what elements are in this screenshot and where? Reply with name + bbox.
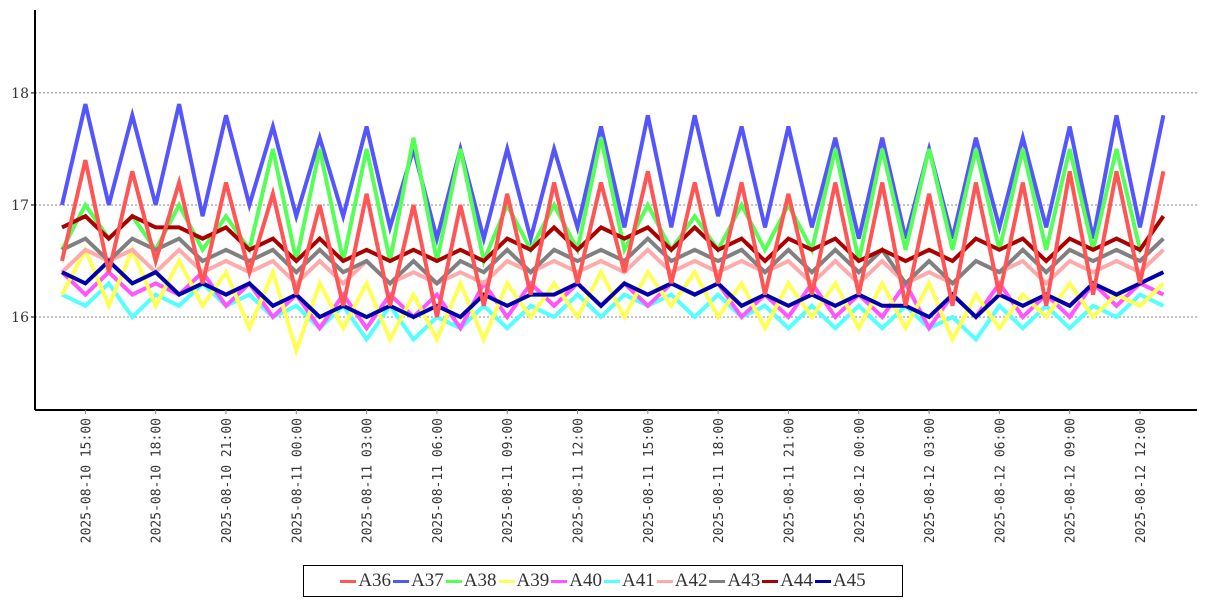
legend-swatch <box>762 579 779 583</box>
legend-item-a45: A45 <box>814 570 866 592</box>
legend-item-a38: A38 <box>445 570 497 592</box>
x-tick-label: 2025-08-12 06:00 <box>993 418 1008 543</box>
series-line-a41 <box>61 280 1165 343</box>
x-tick-label: 2025-08-11 06:00 <box>431 418 446 543</box>
legend-swatch <box>393 579 410 583</box>
legend-label: A44 <box>780 570 813 591</box>
x-tick-label: 2025-08-11 00:00 <box>290 418 305 543</box>
legend-label: A40 <box>569 570 602 591</box>
x-tick-label: 2025-08-11 21:00 <box>782 418 797 543</box>
legend-swatch <box>498 579 515 583</box>
y-tick-label: 18 <box>11 86 29 102</box>
x-tick-label: 2025-08-12 03:00 <box>923 418 938 543</box>
legend-item-a36: A36 <box>340 570 391 592</box>
legend-swatch <box>656 579 673 583</box>
y-tick-label: 16 <box>11 310 29 326</box>
legend-swatch <box>709 579 726 583</box>
x-tick-label: 2025-08-12 09:00 <box>1064 418 1079 543</box>
legend-item-a40: A40 <box>551 570 602 592</box>
legend-label: A41 <box>622 570 655 591</box>
legend-label: A45 <box>832 570 866 591</box>
legend-swatch <box>551 579 568 583</box>
x-tick-label: 2025-08-10 21:00 <box>220 418 235 543</box>
legend-label: A42 <box>674 570 708 591</box>
legend-label: A36 <box>358 570 392 591</box>
series-line-a36 <box>60 159 1166 318</box>
legend-label: A39 <box>516 570 550 591</box>
series-line-a38 <box>60 137 1166 268</box>
legend-item-a42: A42 <box>656 570 708 592</box>
series-line-a37 <box>60 103 1166 247</box>
legend-item-a37: A37 <box>393 570 444 592</box>
legend-label: A38 <box>463 570 497 591</box>
legend-swatch <box>445 579 462 583</box>
legend: A36 A37 A38 A39 A40 A41 A42 A43 A44 A45 <box>303 565 903 597</box>
legend-item-a43: A43 <box>709 570 760 592</box>
x-tick-label: 2025-08-11 18:00 <box>712 418 727 543</box>
x-tick-label: 2025-08-12 12:00 <box>1134 418 1149 543</box>
legend-label: A43 <box>727 570 761 591</box>
x-tick-label: 2025-08-11 12:00 <box>572 418 587 543</box>
x-tick-label: 2025-08-10 18:00 <box>150 418 165 543</box>
x-tick-label: 2025-08-10 15:00 <box>79 418 94 543</box>
legend-item-a41: A41 <box>604 570 655 592</box>
legend-item-a39: A39 <box>498 570 550 592</box>
series-line-a45 <box>61 258 1165 320</box>
y-tick-label: 17 <box>11 198 29 214</box>
legend-swatch <box>604 579 620 583</box>
x-tick-label: 2025-08-11 03:00 <box>361 418 376 543</box>
x-tick-label: 2025-08-11 09:00 <box>501 418 516 543</box>
x-tick-label: 2025-08-11 15:00 <box>642 418 657 543</box>
legend-item-a44: A44 <box>762 570 813 592</box>
legend-label: A37 <box>411 570 444 591</box>
legend-swatch <box>814 579 831 583</box>
x-tick-label: 2025-08-12 00:00 <box>853 418 868 543</box>
legend-swatch <box>340 579 357 583</box>
